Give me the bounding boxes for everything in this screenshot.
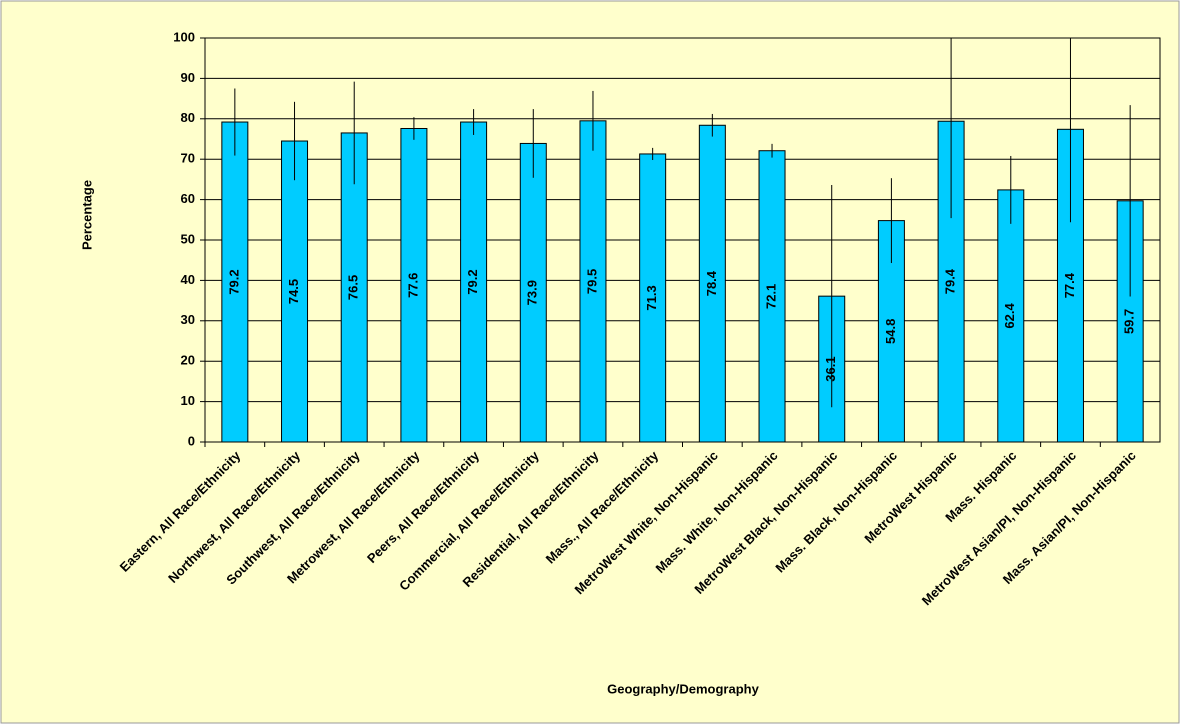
y-tick-label: 60 bbox=[181, 191, 195, 206]
bar bbox=[579, 120, 607, 443]
value-label: 72.1 bbox=[763, 284, 778, 309]
bar bbox=[281, 140, 309, 443]
value-label: 71.3 bbox=[644, 285, 659, 310]
bar bbox=[460, 121, 488, 443]
value-label: 76.5 bbox=[346, 275, 361, 300]
value-label: 79.2 bbox=[226, 269, 241, 294]
value-label: 79.4 bbox=[943, 268, 958, 294]
value-label: 73.9 bbox=[525, 280, 540, 305]
y-tick-label: 70 bbox=[181, 151, 195, 166]
y-tick-label: 0 bbox=[188, 433, 195, 448]
value-label: 36.1 bbox=[823, 356, 838, 381]
bar bbox=[639, 153, 667, 443]
value-label: 77.4 bbox=[1062, 272, 1077, 298]
value-label: 62.4 bbox=[1002, 303, 1017, 329]
value-label: 59.7 bbox=[1122, 309, 1137, 334]
bar bbox=[698, 124, 726, 443]
y-tick-label: 30 bbox=[181, 312, 195, 327]
y-tick-label: 10 bbox=[181, 393, 195, 408]
value-label: 74.5 bbox=[286, 279, 301, 304]
value-label: 79.2 bbox=[465, 269, 480, 294]
value-label: 78.4 bbox=[704, 270, 719, 296]
bar bbox=[519, 142, 547, 443]
bar bbox=[400, 127, 428, 443]
error-bars bbox=[234, 38, 1131, 408]
bar bbox=[221, 121, 249, 443]
y-tick-label: 80 bbox=[181, 110, 195, 125]
value-label: 54.8 bbox=[883, 319, 898, 344]
y-tick-label: 20 bbox=[181, 353, 195, 368]
y-tick-label: 100 bbox=[173, 29, 195, 44]
value-label: 77.6 bbox=[405, 273, 420, 298]
y-tick-label: 40 bbox=[181, 272, 195, 287]
bar bbox=[340, 132, 368, 443]
x-axis-title: Geography/Demography bbox=[607, 681, 759, 696]
y-axis-title: Percentage bbox=[79, 180, 94, 250]
bar bbox=[997, 189, 1025, 443]
y-tick-label: 50 bbox=[181, 231, 195, 246]
value-label: 79.5 bbox=[584, 269, 599, 294]
y-tick-label: 90 bbox=[181, 70, 195, 85]
